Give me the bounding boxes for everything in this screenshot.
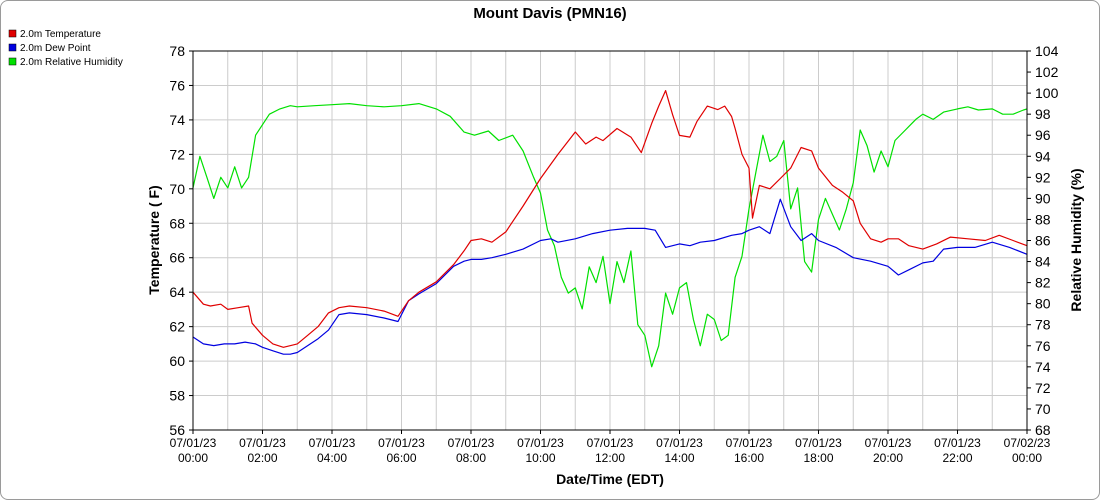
series-group [192,89,1028,368]
x-tick-date-label: 07/01/23 [517,436,564,450]
y-right-tick-label: 72 [1035,380,1051,396]
y-right-tick-label: 104 [1035,43,1059,59]
x-tick-date-label: 07/01/23 [378,436,425,450]
y-right-tick-label: 70 [1035,401,1051,417]
x-tick-time-label: 00:00 [178,451,208,465]
legend-label-dew-point: 2.0m Dew Point [20,43,91,54]
x-tick-date-label: 07/01/23 [865,436,912,450]
y-left-tick-label: 70 [169,181,185,197]
legend: 2.0m Temperature 2.0m Dew Point 2.0m Rel… [8,29,123,68]
x-axis-title: Date/Time (EDT) [556,471,664,487]
x-tick-date-label: 07/01/23 [934,436,981,450]
y-right-tick-label: 102 [1035,64,1059,80]
y-right-tick-label: 94 [1035,148,1051,164]
y-axis-right-title: Relative Humidity (%) [1068,168,1084,311]
x-tick-time-label: 22:00 [942,451,972,465]
legend-swatch-dew-point [8,43,17,52]
y-right-tick-label: 100 [1035,85,1059,101]
y-left-tick-label: 76 [169,77,185,93]
y-right-tick-label: 96 [1035,127,1051,143]
legend-swatch-relative-humidity [8,57,17,66]
y-right-tick-label: 80 [1035,296,1051,312]
y-left-tick-label: 56 [169,422,185,438]
x-tick-date-label: 07/01/23 [795,436,842,450]
y-right-tick-label: 76 [1035,338,1051,354]
x-tick-date-label: 07/01/23 [448,436,495,450]
x-tick-time-label: 14:00 [664,451,694,465]
x-tick-date-label: 07/01/23 [726,436,773,450]
y-axis-left-title: Temperature ( F) [146,185,162,294]
chart-title: Mount Davis (PMN16) [473,5,626,22]
y-left-tick-label: 78 [169,43,185,59]
x-tick-time-label: 18:00 [803,451,833,465]
y-right-tick-label: 84 [1035,254,1051,270]
x-tick-time-label: 06:00 [386,451,416,465]
x-tick-time-label: 08:00 [456,451,486,465]
x-tick-date-label: 07/01/23 [587,436,634,450]
y-right-tick-label: 92 [1035,169,1051,185]
y-right-tick-label: 78 [1035,317,1051,333]
y-left-tick-label: 72 [169,146,185,162]
y-axis-left: 56 58 60 62 64 66 68 70 72 74 76 78 [169,43,193,438]
x-tick-time-label: 00:00 [1012,451,1042,465]
x-tick-time-label: 04:00 [317,451,347,465]
y-axis-right: 68 70 72 74 76 78 80 82 84 86 88 90 92 94 96 98 100 102 10… [1027,43,1059,438]
y-right-tick-label: 86 [1035,233,1051,249]
legend-label-temperature: 2.0m Temperature [20,29,101,40]
y-left-tick-label: 60 [169,353,185,369]
x-tick-time-label: 02:00 [247,451,277,465]
legend-label-relative-humidity: 2.0m Relative Humidity [20,57,123,68]
x-tick-date-label: 07/01/23 [309,436,356,450]
y-right-tick-label: 90 [1035,190,1051,206]
y-left-tick-label: 58 [169,388,185,404]
x-tick-date-label: 07/01/23 [656,436,703,450]
series-line-relative-humidity [192,102,1028,368]
x-tick-time-label: 20:00 [873,451,903,465]
y-right-tick-label: 74 [1035,359,1051,375]
y-left-tick-label: 62 [169,319,185,335]
legend-swatch-temperature [8,29,17,38]
x-tick-time-label: 16:00 [734,451,764,465]
x-tick-time-label: 10:00 [525,451,555,465]
x-tick-time-label: 12:00 [595,451,625,465]
x-tick-date-label: 07/02/23 [1004,436,1051,450]
x-axis: 07/01/2300:0007/01/2302:0007/01/2304:000… [170,430,1051,465]
series-line-dew-point [192,198,1028,355]
y-left-tick-label: 64 [169,284,185,300]
y-right-tick-label: 68 [1035,422,1051,438]
x-tick-date-label: 07/01/23 [239,436,286,450]
y-right-tick-label: 98 [1035,106,1051,122]
y-right-tick-label: 82 [1035,275,1051,291]
y-left-tick-label: 66 [169,250,185,266]
y-left-tick-label: 68 [169,215,185,231]
x-tick-date-label: 07/01/23 [170,436,217,450]
y-left-tick-label: 74 [169,112,185,128]
series-line-temperature [192,89,1028,348]
y-right-tick-label: 88 [1035,211,1051,227]
